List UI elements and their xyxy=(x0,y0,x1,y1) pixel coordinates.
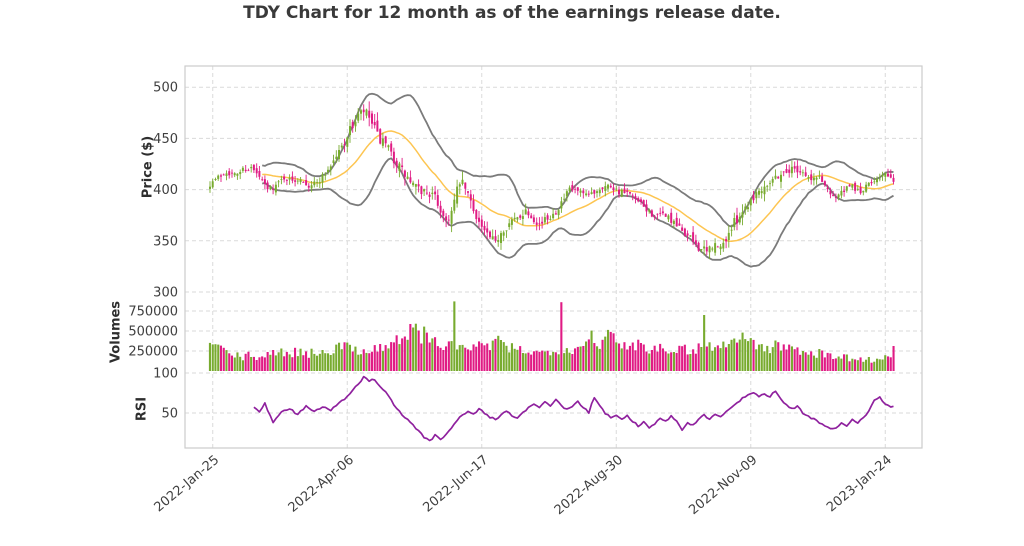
svg-text:2022-Apr-06: 2022-Apr-06 xyxy=(286,453,357,516)
candlesticks xyxy=(209,101,895,260)
svg-text:2023-Jan-24: 2023-Jan-24 xyxy=(824,453,895,516)
svg-text:100: 100 xyxy=(153,367,178,382)
svg-text:450: 450 xyxy=(153,132,178,147)
svg-text:500: 500 xyxy=(153,81,178,96)
sma-line xyxy=(262,130,894,243)
svg-text:350: 350 xyxy=(153,234,178,249)
svg-text:2022-Jun-17: 2022-Jun-17 xyxy=(420,453,491,516)
svg-text:2022-Aug-30: 2022-Aug-30 xyxy=(552,453,626,519)
bollinger-lower-line xyxy=(261,157,894,268)
svg-text:750000: 750000 xyxy=(128,305,178,320)
rsi-line xyxy=(253,375,894,442)
svg-text:250000: 250000 xyxy=(128,345,178,360)
x-tick-labels: 2022-Jan-25 2022-Apr-06 2022-Jun-17 2022-Au… xyxy=(152,453,895,519)
svg-text:50: 50 xyxy=(161,407,178,422)
chart-title: TDY Chart for 12 month as of the earning… xyxy=(243,3,781,23)
svg-text:2022-Nov-09: 2022-Nov-09 xyxy=(686,453,760,519)
svg-text:500000: 500000 xyxy=(128,325,178,340)
svg-text:300: 300 xyxy=(153,286,178,301)
bollinger-upper-line xyxy=(262,92,894,228)
bollinger-bands xyxy=(261,92,894,268)
plot-border xyxy=(184,65,923,449)
y-tick-labels: 500 450 400 350 300 750000 500000 250000 100 50 xyxy=(128,81,178,422)
svg-text:2022-Jan-25: 2022-Jan-25 xyxy=(152,453,223,516)
volume-bars xyxy=(208,301,895,371)
grid-lines xyxy=(185,66,922,448)
svg-text:400: 400 xyxy=(153,183,178,198)
